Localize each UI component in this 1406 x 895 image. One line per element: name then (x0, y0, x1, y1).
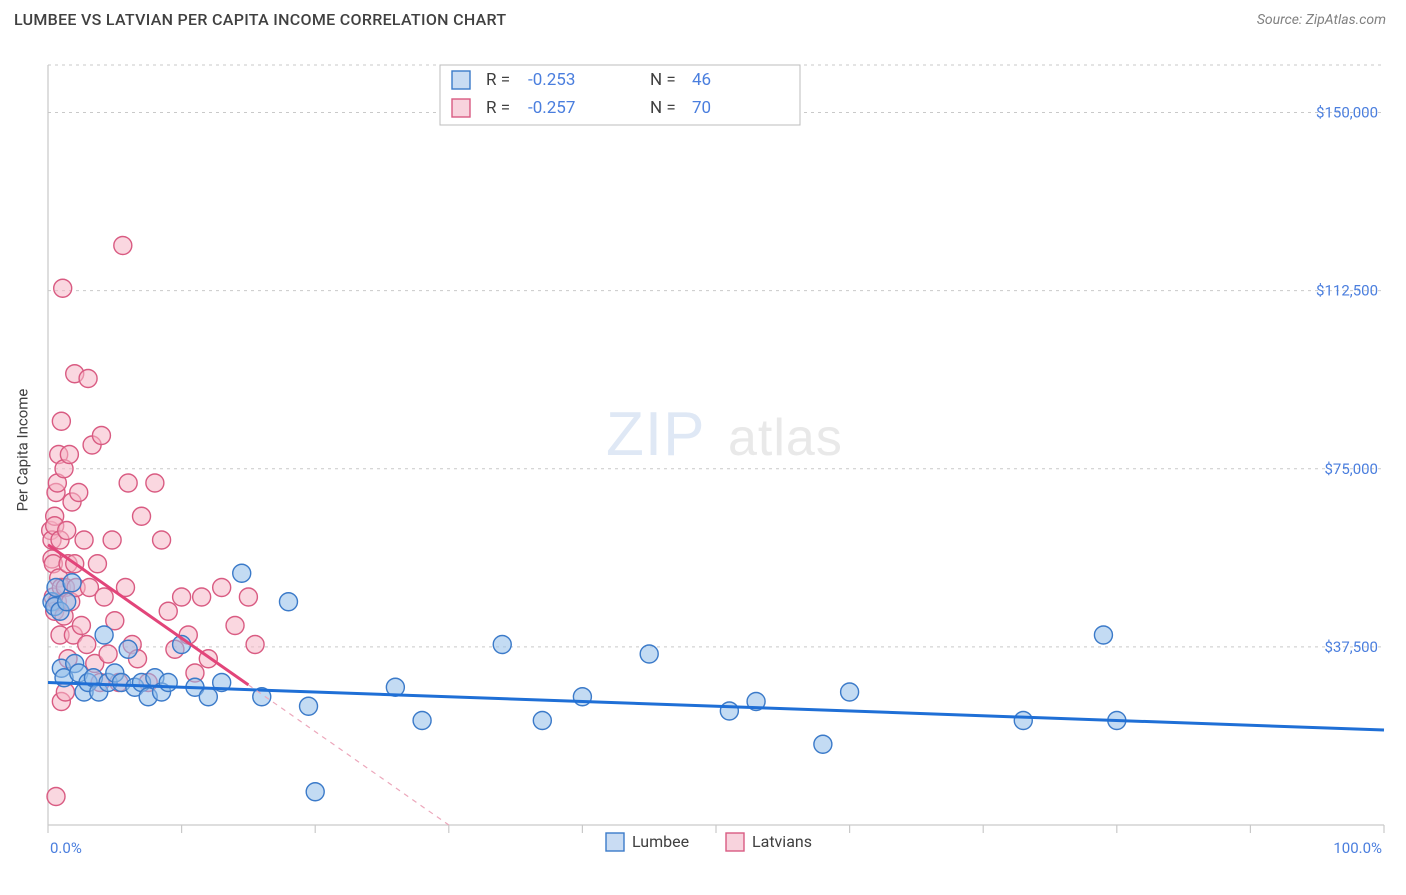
legend-swatch-latvians (726, 833, 744, 851)
regression-line-latvians-ext (248, 685, 448, 825)
stats-r-value-latvians: -0.257 (528, 98, 575, 118)
stats-r-label: R = (486, 98, 510, 118)
y-tick-label: $112,500 (1316, 282, 1378, 300)
data-point-latvians (153, 531, 171, 549)
x-tick-label: 100.0% (1333, 839, 1382, 857)
stats-swatch-lumbee (452, 71, 470, 89)
stats-n-value-latvians: 70 (692, 98, 711, 118)
legend-label-lumbee: Lumbee (632, 832, 689, 851)
watermark: atlas (728, 409, 843, 467)
y-tick-label: $37,500 (1324, 638, 1378, 656)
data-point-latvians (52, 412, 70, 430)
legend-swatch-lumbee (606, 833, 624, 851)
stats-r-value-lumbee: -0.253 (528, 70, 575, 90)
scatter-chart: $37,500 $75,000 $112,500 $150,000 0.0% 100.0%… (0, 35, 1406, 895)
data-point-latvians (95, 588, 113, 606)
data-point-latvians (213, 579, 231, 597)
stats-swatch-latvians (452, 99, 470, 117)
data-point-latvians (47, 788, 65, 806)
data-point-latvians (54, 279, 72, 297)
data-point-latvians (103, 531, 121, 549)
data-point-latvians (72, 617, 90, 635)
data-point-lumbee (640, 645, 658, 663)
data-point-lumbee (841, 683, 859, 701)
data-point-lumbee (1094, 626, 1112, 644)
data-point-latvians (114, 237, 132, 255)
data-point-latvians (92, 427, 110, 445)
data-point-lumbee (199, 688, 217, 706)
data-point-lumbee (279, 593, 297, 611)
data-point-latvians (159, 602, 177, 620)
data-point-latvians (133, 507, 151, 525)
data-point-latvians (79, 370, 97, 388)
data-point-lumbee (58, 593, 76, 611)
data-point-lumbee (306, 783, 324, 801)
data-point-latvians (146, 474, 164, 492)
stats-n-value-lumbee: 46 (692, 70, 711, 90)
data-point-latvians (78, 636, 96, 654)
data-point-lumbee (413, 712, 431, 730)
data-point-lumbee (233, 564, 251, 582)
stats-n-label: N = (650, 98, 676, 118)
data-point-latvians (75, 531, 93, 549)
data-point-lumbee (159, 674, 177, 692)
data-point-latvians (193, 588, 211, 606)
data-point-lumbee (300, 697, 318, 715)
data-point-lumbee (1014, 712, 1032, 730)
data-point-lumbee (720, 702, 738, 720)
stats-r-label: R = (486, 70, 510, 90)
source-credit: Source: ZipAtlas.com (1257, 12, 1386, 28)
data-point-latvians (119, 474, 137, 492)
data-point-latvians (60, 446, 78, 464)
watermark: ZIP (606, 400, 705, 469)
y-tick-label: $150,000 (1316, 104, 1378, 122)
chart-title: LUMBEE VS LATVIAN PER CAPITA INCOME CORR… (14, 10, 506, 29)
y-tick-label: $75,000 (1324, 460, 1378, 478)
data-point-latvians (226, 617, 244, 635)
data-point-latvians (70, 484, 88, 502)
data-point-latvians (58, 522, 76, 540)
data-point-latvians (88, 555, 106, 573)
regression-line-lumbee (48, 683, 1384, 731)
data-point-lumbee (493, 636, 511, 654)
legend-label-latvians: Latvians (752, 832, 812, 851)
data-point-latvians (246, 636, 264, 654)
data-point-lumbee (95, 626, 113, 644)
data-point-latvians (173, 588, 191, 606)
data-point-latvians (239, 588, 257, 606)
data-point-lumbee (814, 735, 832, 753)
data-point-lumbee (119, 640, 137, 658)
x-tick-label: 0.0% (50, 839, 82, 857)
data-point-latvians (99, 645, 117, 663)
data-point-lumbee (533, 712, 551, 730)
stats-n-label: N = (650, 70, 676, 90)
data-point-lumbee (63, 574, 81, 592)
